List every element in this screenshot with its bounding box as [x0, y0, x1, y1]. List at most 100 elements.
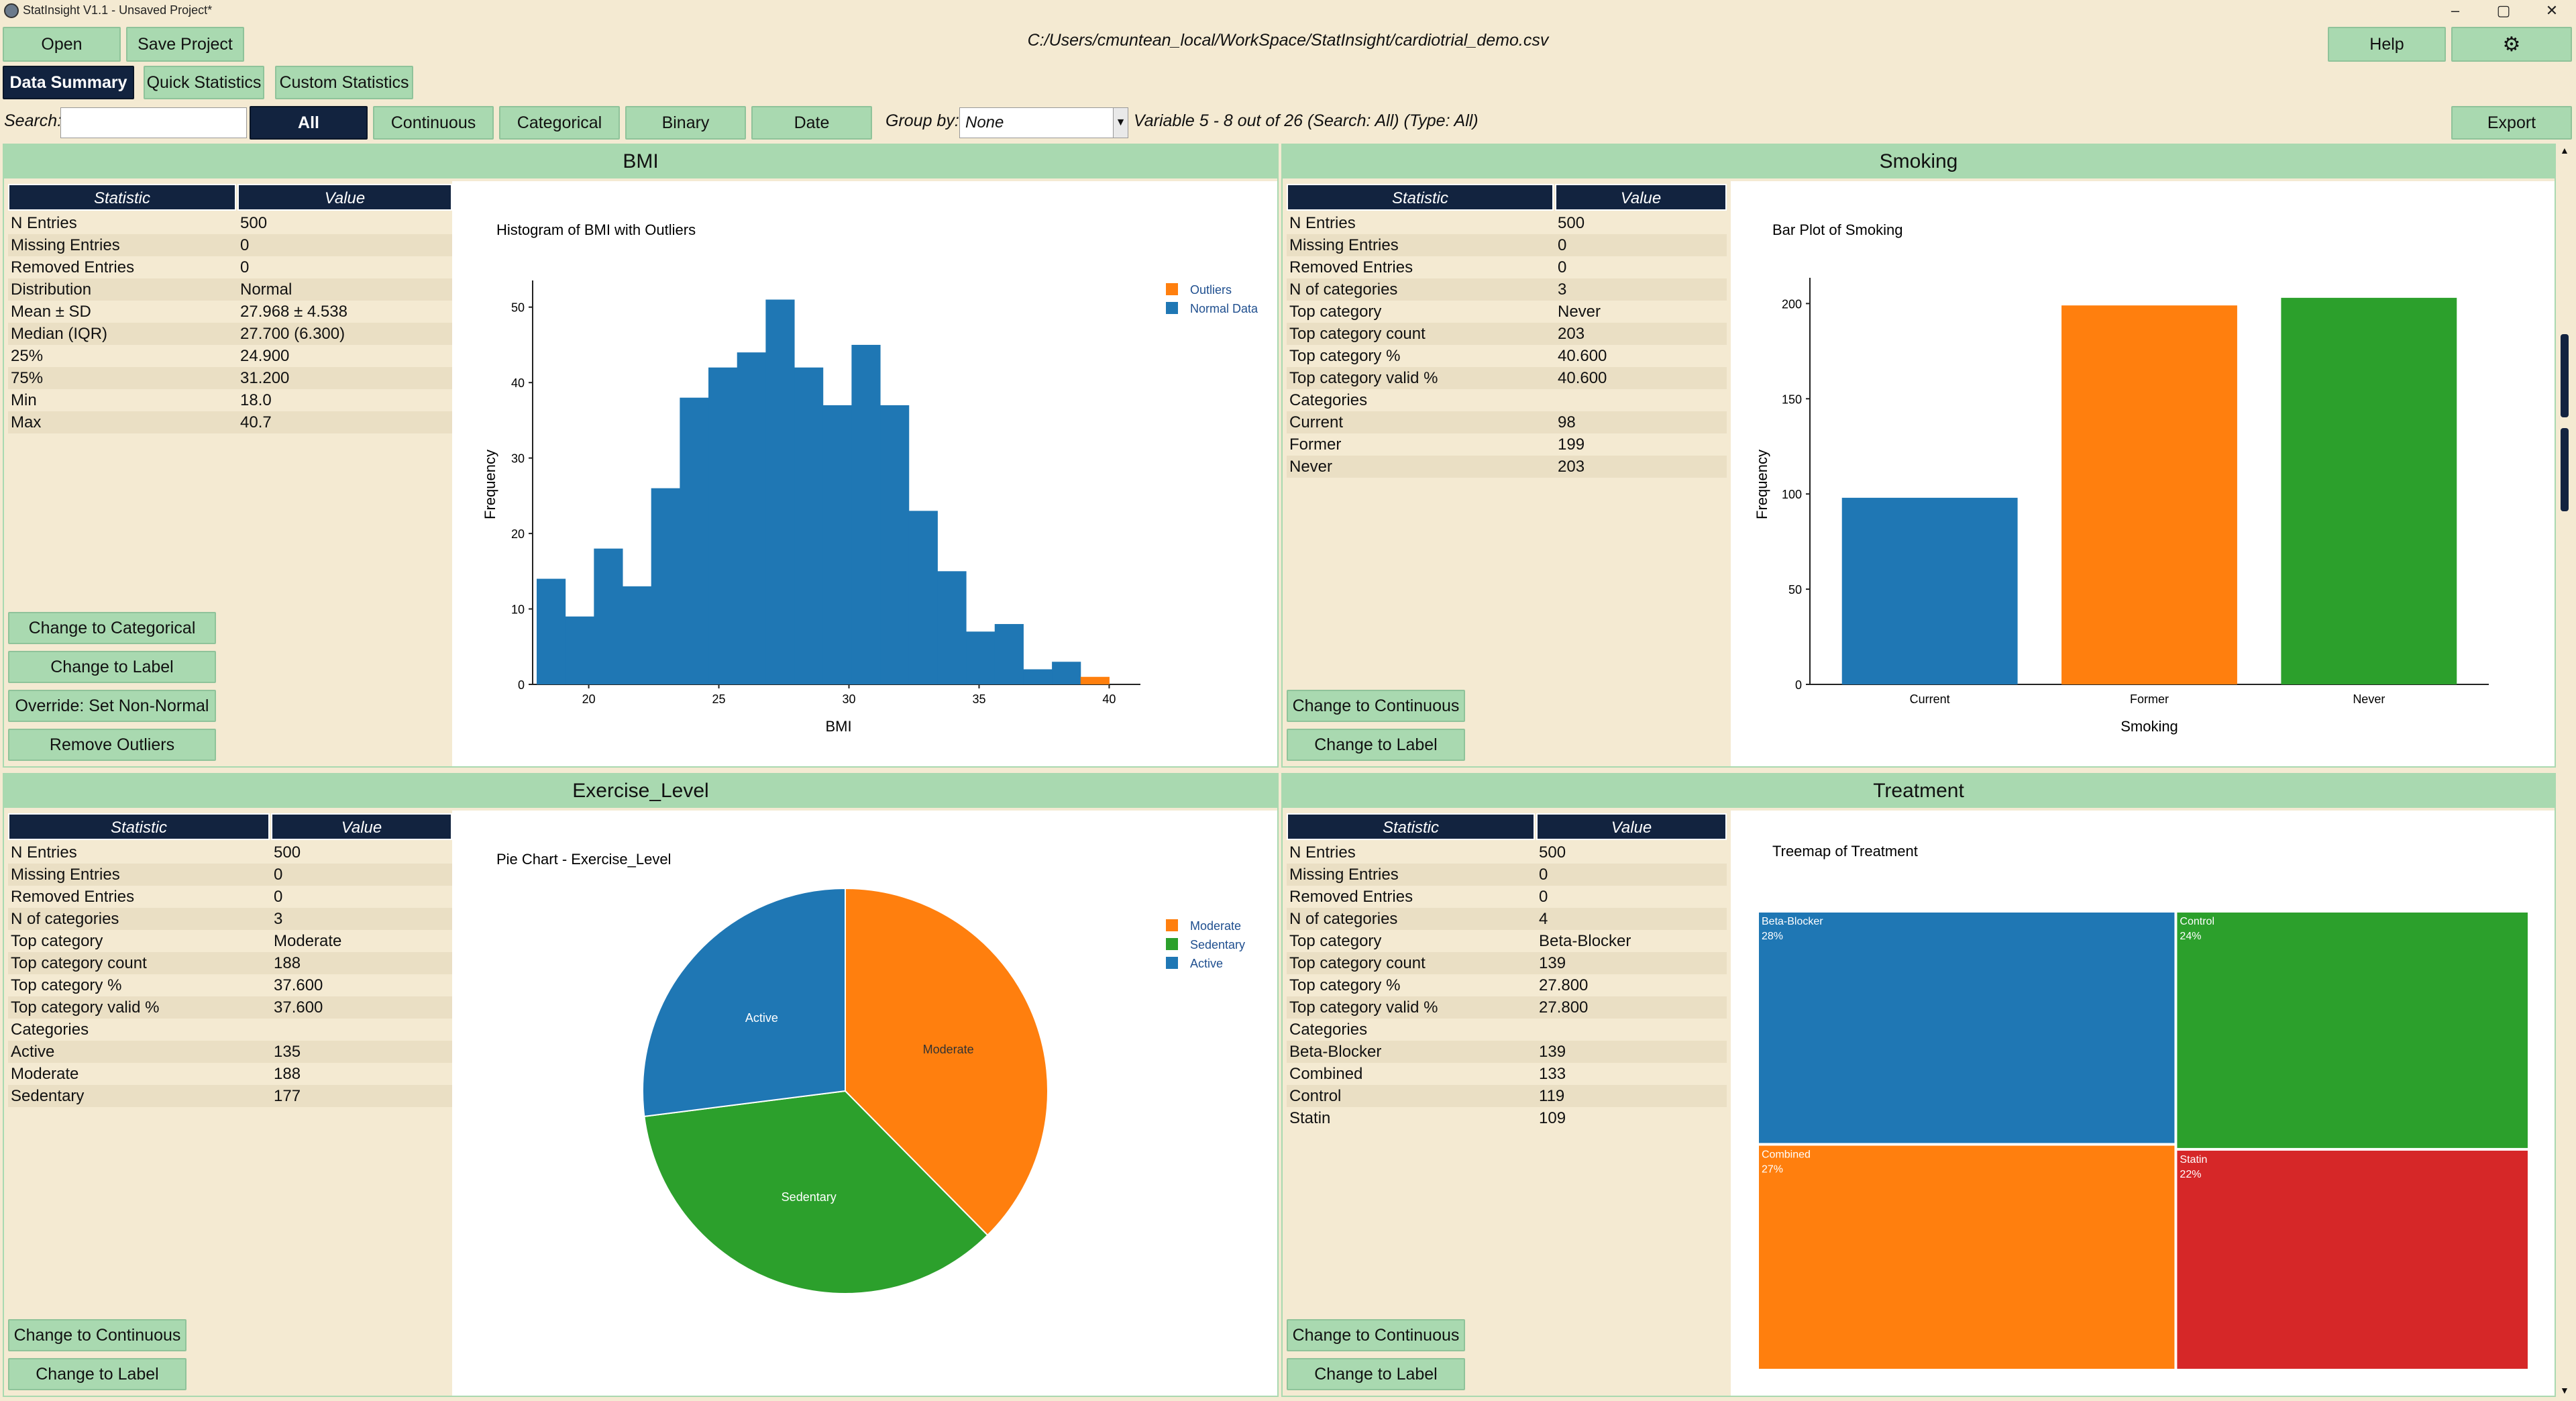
table-row: Median (IQR) 27.700 (6.300) — [8, 323, 452, 345]
filter-date-button[interactable]: Date — [751, 106, 872, 140]
export-button[interactable]: Export — [2451, 106, 2572, 140]
stat-value: 188 — [274, 1065, 301, 1083]
histogram-bar — [708, 367, 738, 684]
histogram-bar — [880, 405, 910, 684]
x-tick-label: 20 — [582, 692, 596, 706]
maximize-button[interactable]: ▢ — [2496, 2, 2511, 19]
y-tick-label: 0 — [1795, 678, 1802, 692]
stat-value: 27.700 (6.300) — [240, 325, 345, 343]
value-column-header: Value — [237, 184, 452, 211]
tab-data-summary[interactable]: Data Summary — [3, 66, 134, 99]
change-to-label-button[interactable]: Change to Label — [8, 1358, 186, 1390]
search-label: Search: — [4, 111, 62, 130]
table-row: Min 18.0 — [8, 389, 452, 411]
stat-name: Max — [11, 413, 42, 431]
remove-outliers-button[interactable]: Remove Outliers — [8, 729, 216, 761]
tab-custom-statistics[interactable]: Custom Statistics — [275, 66, 413, 99]
group-by-select[interactable]: None ▼ — [959, 107, 1128, 138]
open-button[interactable]: Open — [3, 27, 121, 62]
statistic-column-header: Statistic — [8, 184, 236, 211]
stat-value: 500 — [274, 843, 301, 862]
group-by-label: Group by: — [885, 111, 959, 130]
table-row: N of categories 3 — [1287, 278, 1727, 301]
treemap-tile — [1759, 913, 2175, 1143]
legend-label: Sedentary — [1190, 938, 1245, 951]
value-column-header: Value — [1536, 813, 1727, 840]
scroll-up-icon[interactable]: ▲ — [2560, 145, 2569, 156]
stat-name: Current — [1289, 413, 1344, 431]
stat-name: Top category % — [1289, 347, 1401, 365]
variable-panel-exercise-level: Exercise_Level Statistic Value N Entries 50… — [3, 773, 1279, 1397]
stat-value: 40.7 — [240, 413, 272, 431]
stat-value: 500 — [1539, 843, 1566, 862]
change-to-label-button[interactable]: Change to Label — [8, 651, 216, 683]
stat-name: Categories — [1289, 391, 1368, 409]
stat-name: Statin — [1289, 1109, 1331, 1127]
filter-binary-button[interactable]: Binary — [625, 106, 746, 140]
table-row: Top category Moderate — [8, 930, 452, 952]
stat-name: N of categories — [1289, 910, 1398, 928]
override-set-non-normal-button[interactable]: Override: Set Non-Normal — [8, 690, 216, 722]
histogram-bar — [966, 631, 996, 684]
y-tick-label: 10 — [511, 603, 525, 617]
bar — [2061, 305, 2237, 684]
change-to-continuous-button[interactable]: Change to Continuous — [1287, 1319, 1465, 1351]
scroll-down-icon[interactable]: ▼ — [2560, 1385, 2569, 1396]
chevron-down-icon[interactable]: ▼ — [1113, 108, 1128, 138]
search-input[interactable] — [60, 107, 247, 138]
stat-value: 98 — [1558, 413, 1576, 431]
change-to-label-button[interactable]: Change to Label — [1287, 729, 1465, 761]
histogram-bar — [737, 352, 766, 684]
table-row: Missing Entries 0 — [8, 864, 452, 886]
filter-all-button[interactable]: All — [250, 106, 368, 140]
vertical-scrollbar[interactable]: ▲ ▼ — [2557, 144, 2572, 1397]
stat-value: 40.600 — [1558, 347, 1607, 365]
table-row: Top category count 203 — [1287, 323, 1727, 345]
stat-name: Mean ± SD — [11, 303, 91, 321]
stat-name: N Entries — [11, 214, 77, 232]
stat-value: 199 — [1558, 435, 1585, 454]
stat-name: Missing Entries — [11, 236, 120, 254]
minimize-button[interactable]: – — [2451, 2, 2460, 19]
stat-name: Top category — [11, 932, 103, 950]
stat-value: 40.600 — [1558, 369, 1607, 387]
settings-gear-icon[interactable]: ⚙ — [2451, 27, 2572, 62]
stat-value: 139 — [1539, 954, 1566, 972]
stat-value: 31.200 — [240, 369, 290, 387]
panel-title: Smoking — [1283, 145, 2555, 178]
chart-area: Pie Chart - Exercise_Level Moderate Sedent… — [452, 811, 1277, 1396]
statistic-column-header: Statistic — [8, 813, 270, 840]
stat-value: Moderate — [274, 932, 342, 950]
change-to-continuous-button[interactable]: Change to Continuous — [1287, 690, 1465, 722]
tab-quick-statistics[interactable]: Quick Statistics — [144, 66, 264, 99]
table-row: Control 119 — [1287, 1085, 1727, 1107]
chart-area: Treemap of Treatment Beta-Blocker 28% Contr… — [1731, 811, 2555, 1396]
table-row: Max 40.7 — [8, 411, 452, 433]
scrollbar-thumb[interactable] — [2561, 334, 2569, 417]
help-button[interactable]: Help — [2328, 27, 2446, 62]
chart-title: Bar Plot of Smoking — [1772, 221, 1902, 238]
save-project-button[interactable]: Save Project — [126, 27, 244, 62]
panel-title: BMI — [4, 145, 1277, 178]
histogram-bar — [1052, 662, 1081, 684]
group-by-value: None — [965, 113, 1004, 132]
x-tick-label: Never — [2353, 692, 2385, 706]
stat-value: 188 — [274, 954, 301, 972]
change-to-categorical-button[interactable]: Change to Categorical — [8, 612, 216, 644]
histogram-chart: Histogram of BMI with Outliers 0 10 20 30 40 5… — [482, 221, 1258, 735]
change-to-continuous-button[interactable]: Change to Continuous — [8, 1319, 186, 1351]
table-row: N of categories 4 — [1287, 908, 1727, 930]
stat-name: 75% — [11, 369, 44, 387]
stat-name: Min — [11, 391, 37, 409]
stat-name: Top category % — [11, 976, 122, 994]
scrollbar-thumb[interactable] — [2561, 428, 2569, 511]
stat-name: Never — [1289, 458, 1333, 476]
y-tick-label: 100 — [1782, 488, 1802, 501]
stat-value: 3 — [274, 910, 283, 928]
filter-categorical-button[interactable]: Categorical — [499, 106, 620, 140]
table-row: Categories — [1287, 389, 1727, 411]
filter-continuous-button[interactable]: Continuous — [373, 106, 494, 140]
stat-value: 119 — [1539, 1087, 1565, 1105]
close-button[interactable]: ✕ — [2545, 2, 2559, 19]
change-to-label-button[interactable]: Change to Label — [1287, 1358, 1465, 1390]
